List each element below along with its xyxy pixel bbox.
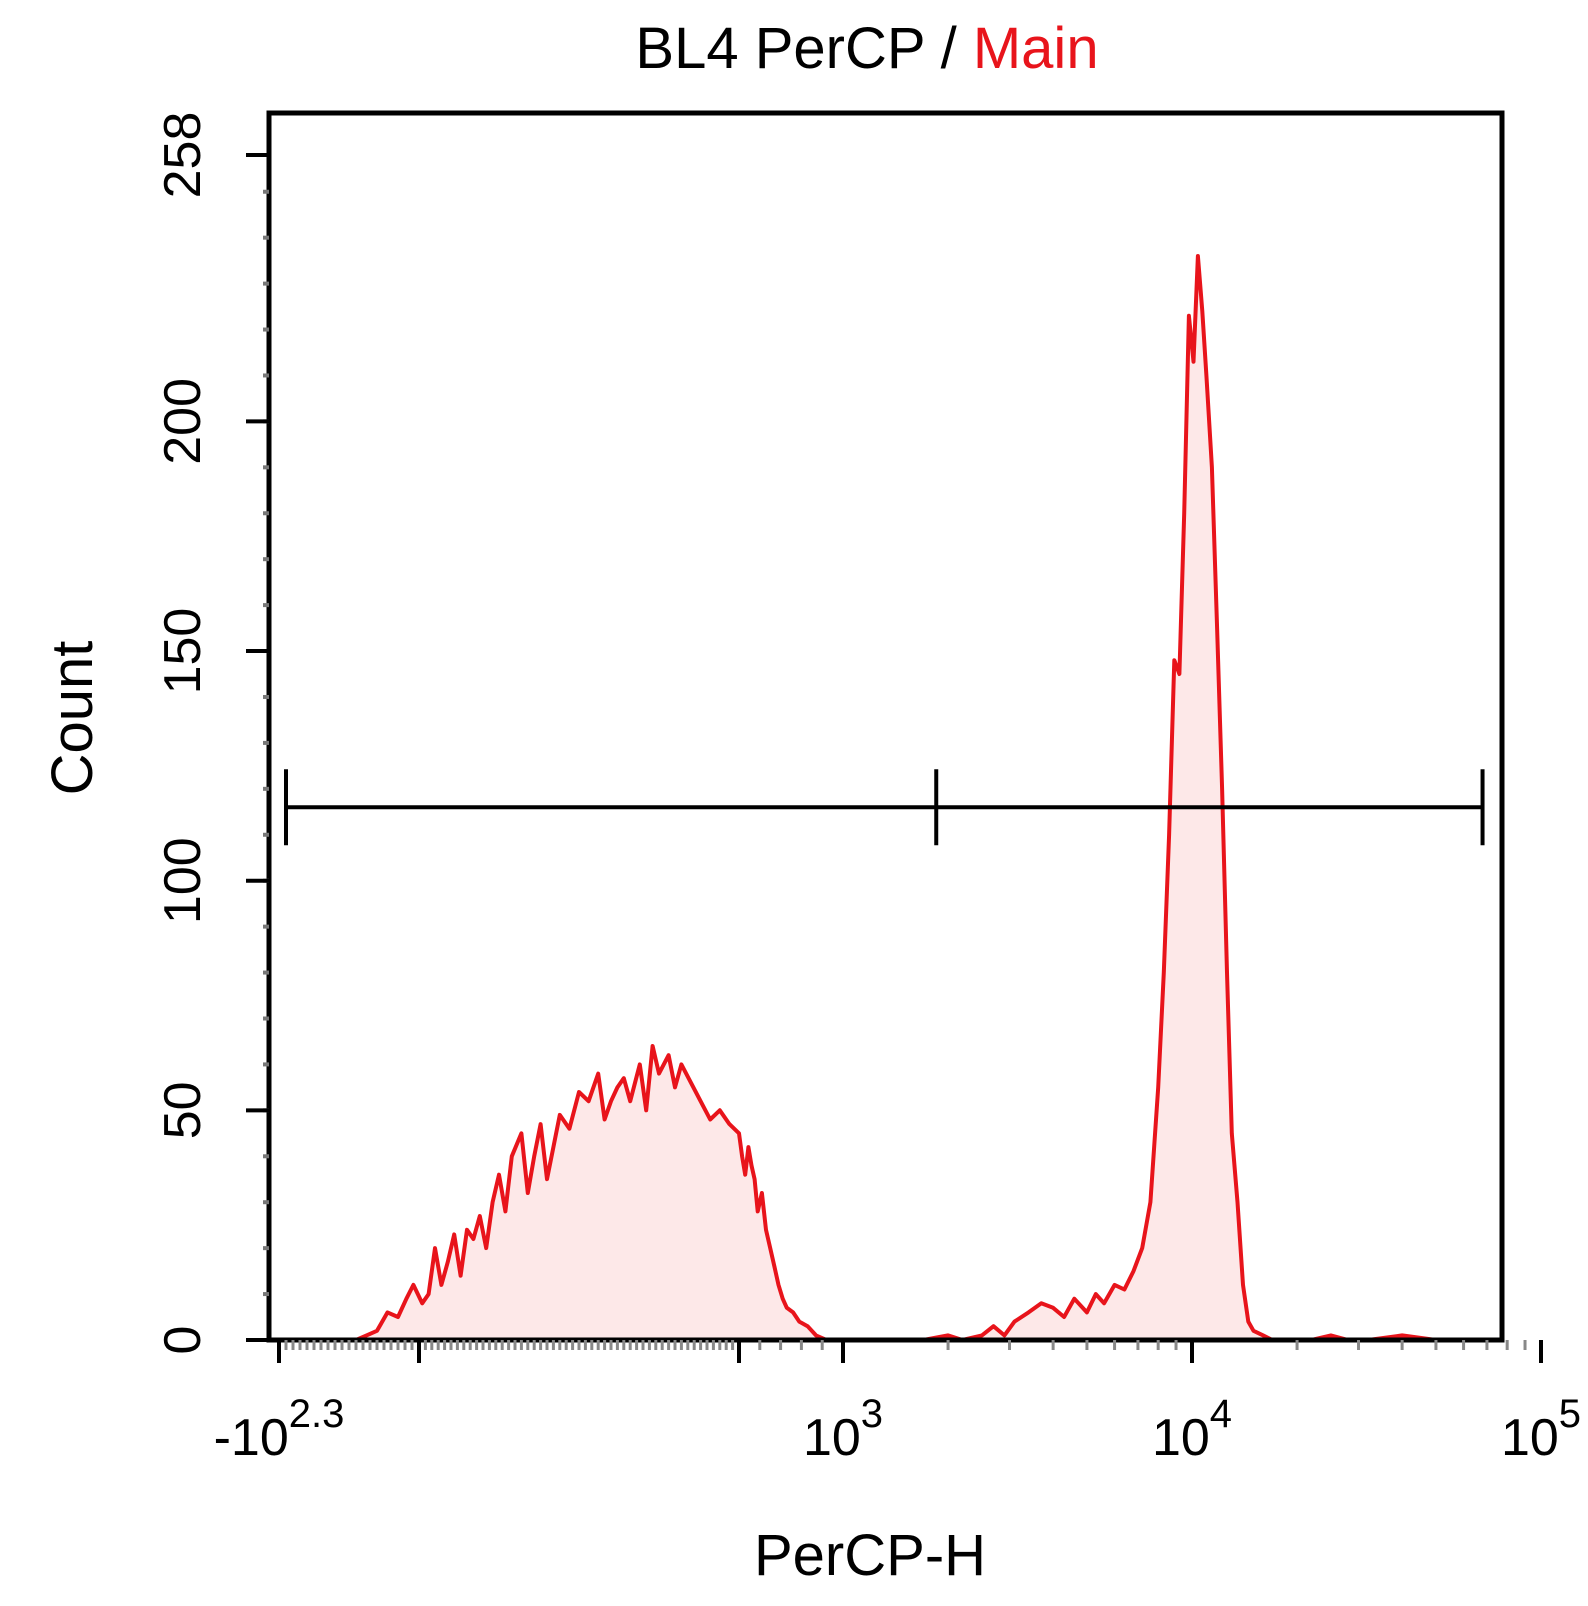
y-tick-label: 100 (154, 837, 212, 924)
x-tick-label: 104 (1152, 1392, 1232, 1467)
y-tick-label: 200 (154, 378, 212, 465)
histogram-fill (317, 256, 1464, 1340)
y-axis-title: Count (40, 641, 105, 796)
y-tick-label: 150 (154, 608, 212, 695)
x-axis-title: PerCP-H (754, 1523, 986, 1588)
y-tick-label: 50 (154, 1081, 212, 1139)
x-tick-label: -102.3 (214, 1392, 345, 1467)
chart-title-highlight: Main (973, 16, 1099, 81)
histogram-line-layer (317, 254, 1464, 1342)
y-tick-label: 0 (154, 1326, 212, 1355)
y-tick-label: 258 (154, 112, 212, 199)
x-tick-label: 103 (803, 1392, 883, 1467)
histogram-line (317, 254, 1464, 1342)
chart-title-prefix: BL4 PerCP / (635, 16, 972, 81)
chart-title: BL4 PerCP / Main (635, 16, 1098, 81)
y-axis: 0 50 100 150 200 258 (154, 112, 269, 1355)
plot-frame (266, 110, 1505, 1343)
x-tick-label: 105 (1501, 1392, 1581, 1467)
histogram-fill-layer (317, 256, 1464, 1340)
x-axis: -102.3 103 104 105 (214, 1340, 1581, 1467)
gate-marker (284, 769, 1485, 846)
